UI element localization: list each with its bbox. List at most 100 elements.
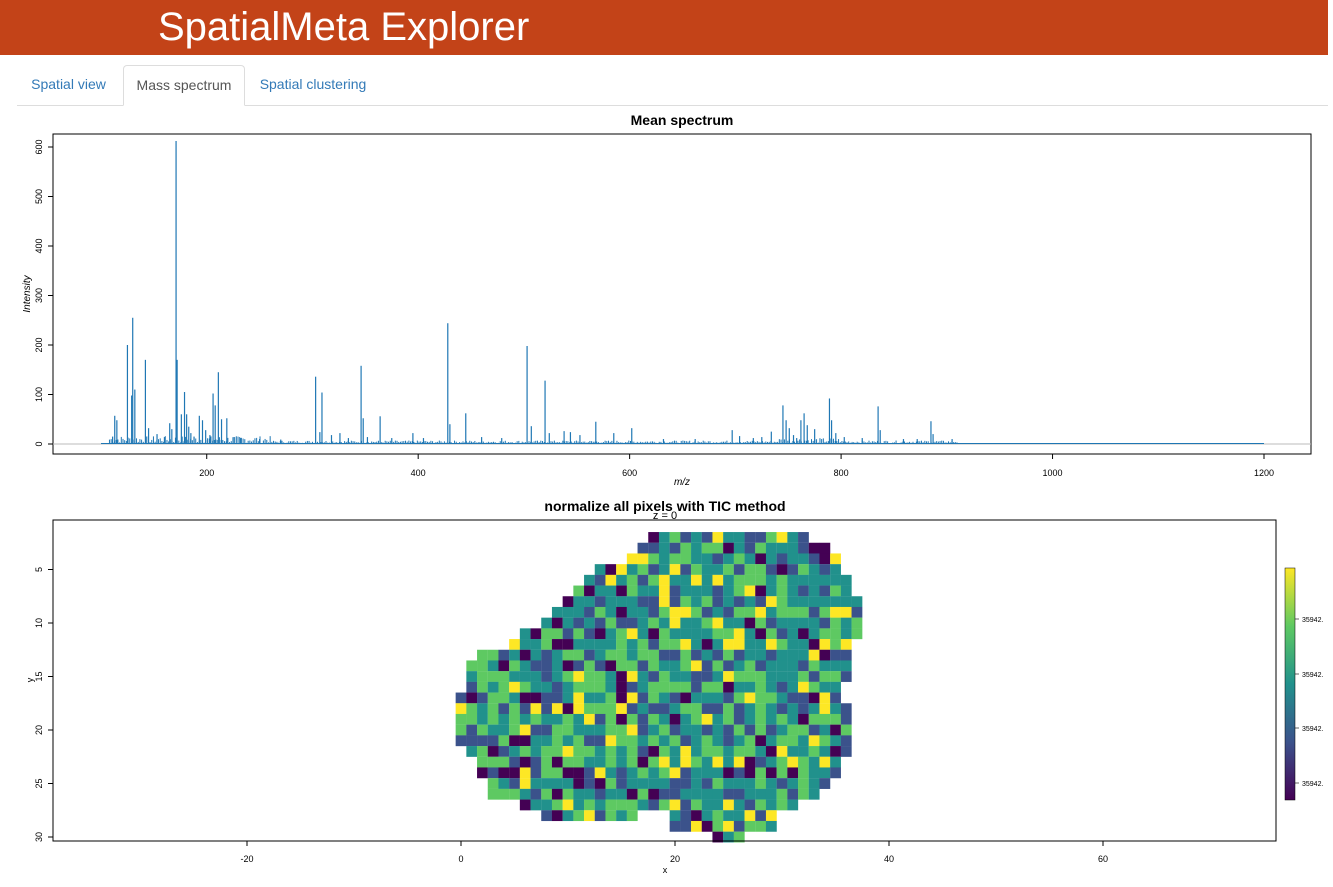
heatmap-cell bbox=[648, 660, 660, 672]
heatmap-cell bbox=[487, 735, 499, 747]
heatmap-cell bbox=[830, 713, 841, 725]
heatmap-cell bbox=[808, 746, 820, 757]
chart-title: Mean spectrum bbox=[631, 112, 734, 128]
tab-spatial-view[interactable]: Spatial view bbox=[31, 76, 106, 92]
heatmap-cell bbox=[637, 542, 649, 554]
colorbar-label: 35942. bbox=[1302, 617, 1323, 624]
heatmap-cell bbox=[712, 542, 724, 554]
heatmap-cell bbox=[819, 692, 831, 704]
heatmap-cell bbox=[691, 799, 702, 811]
heatmap-cell bbox=[819, 746, 831, 757]
heatmap-cell bbox=[723, 746, 734, 757]
heatmap-cell bbox=[658, 617, 670, 629]
heatmap-cell bbox=[605, 617, 617, 629]
heatmap-cell bbox=[658, 767, 670, 779]
heatmap-cell bbox=[680, 746, 692, 757]
heatmap-cell bbox=[755, 681, 767, 693]
heatmap-cell bbox=[701, 585, 713, 597]
tab-mass-spectrum[interactable]: Mass spectrum bbox=[123, 65, 245, 106]
heatmap-cell bbox=[477, 767, 488, 779]
heatmap-cell bbox=[701, 660, 713, 672]
heatmap-cell bbox=[712, 735, 724, 747]
heatmap-cell bbox=[798, 542, 809, 554]
heatmap-cell bbox=[551, 628, 563, 640]
heatmap-cell bbox=[819, 671, 831, 682]
x-tick-label: 40 bbox=[884, 854, 894, 864]
heatmap-cell bbox=[830, 596, 841, 608]
heatmap-cell bbox=[776, 671, 788, 682]
heatmap-cell bbox=[648, 596, 660, 608]
heatmap-cell bbox=[765, 617, 777, 629]
heatmap-cell bbox=[519, 713, 531, 725]
heatmap-cell bbox=[509, 778, 520, 789]
heatmap-cell bbox=[487, 660, 499, 672]
heatmap-cell bbox=[509, 649, 520, 661]
heatmap-cell bbox=[744, 574, 756, 586]
heatmap-cell bbox=[808, 628, 820, 640]
heatmap-cell bbox=[798, 756, 809, 768]
heatmap-cell bbox=[776, 553, 788, 565]
heatmap-cell bbox=[787, 681, 799, 693]
heatmap-cell bbox=[562, 799, 574, 811]
heatmap-cell bbox=[626, 639, 638, 650]
heatmap-cell bbox=[637, 617, 649, 629]
heatmap-cell bbox=[755, 810, 767, 822]
heatmap-cell bbox=[765, 788, 777, 800]
heatmap-cell bbox=[669, 542, 681, 554]
heatmap-cell bbox=[691, 585, 702, 597]
heatmap-cell bbox=[616, 681, 627, 693]
heatmap-cell bbox=[498, 767, 510, 779]
heatmap-cell bbox=[744, 596, 756, 608]
heatmap-cell bbox=[594, 681, 606, 693]
y-tick-label: 0 bbox=[34, 441, 44, 446]
heatmap-cell bbox=[723, 788, 734, 800]
heatmap-cell bbox=[765, 713, 777, 725]
heatmap-cell bbox=[755, 820, 767, 832]
heatmap-cell bbox=[840, 724, 852, 736]
heatmap-cell bbox=[626, 671, 638, 682]
heatmap-cell bbox=[701, 606, 713, 618]
heatmap-cell bbox=[808, 564, 820, 575]
heatmap-cell bbox=[605, 735, 617, 747]
heatmap-cell bbox=[658, 649, 670, 661]
heatmap-cell bbox=[551, 724, 563, 736]
heatmap-cell bbox=[594, 649, 606, 661]
heatmap-cell bbox=[648, 703, 660, 715]
heatmap-cell bbox=[594, 724, 606, 736]
heatmap-cell bbox=[819, 628, 831, 640]
heatmap-cell bbox=[733, 532, 745, 543]
heatmap-cell bbox=[616, 746, 627, 757]
heatmap-cell bbox=[776, 767, 788, 779]
heatmap-cell bbox=[787, 778, 799, 789]
heatmap-cell bbox=[733, 703, 745, 715]
heatmap-cell bbox=[787, 671, 799, 682]
heatmap-cell bbox=[680, 788, 692, 800]
heatmap-cell bbox=[498, 692, 510, 704]
tab-spatial-clustering[interactable]: Spatial clustering bbox=[259, 76, 367, 92]
heatmap-cell bbox=[637, 756, 649, 768]
heatmap-cell bbox=[787, 767, 799, 779]
heatmap-cell bbox=[477, 660, 488, 672]
heatmap-cell bbox=[723, 756, 734, 768]
heatmap-cell bbox=[744, 681, 756, 693]
heatmap-cell bbox=[712, 778, 724, 789]
heatmap-cell bbox=[798, 724, 809, 736]
heatmap-cell bbox=[573, 649, 585, 661]
heatmap-cell bbox=[808, 542, 820, 554]
heatmap-cell bbox=[519, 767, 531, 779]
heatmap-cell bbox=[798, 606, 809, 618]
heatmap-cell bbox=[584, 756, 595, 768]
heatmap-cell bbox=[744, 767, 756, 779]
heatmap-cell bbox=[594, 617, 606, 629]
heatmap-cell bbox=[658, 596, 670, 608]
heatmap-cell bbox=[648, 788, 660, 800]
heatmap-cell bbox=[669, 660, 681, 672]
heatmap-cell bbox=[776, 606, 788, 618]
heatmap-cell bbox=[648, 649, 660, 661]
y-tick-label: 15 bbox=[34, 671, 44, 681]
heatmap-cell bbox=[616, 671, 627, 682]
heatmap-cell bbox=[637, 767, 649, 779]
heatmap-cell bbox=[733, 778, 745, 789]
heatmap-cell bbox=[798, 585, 809, 597]
heatmap-cell bbox=[712, 606, 724, 618]
